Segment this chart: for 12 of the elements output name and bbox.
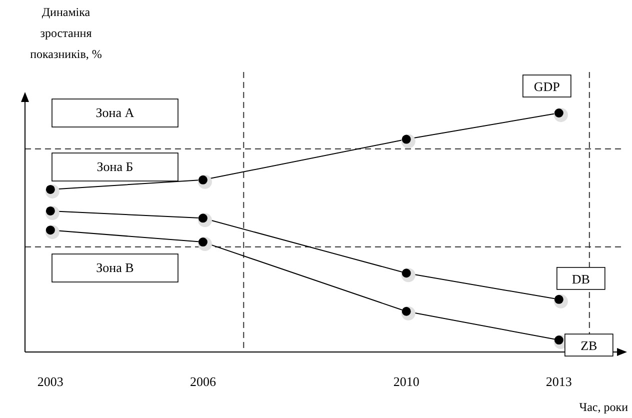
x-tick-label: 2006 <box>190 374 216 389</box>
x-tick-label: 2003 <box>37 374 64 389</box>
x-axis-title: Час, роки <box>579 400 629 414</box>
annotation: Зона В <box>96 260 134 275</box>
x-tick-label: 2010 <box>393 374 420 389</box>
series-label: GDP <box>534 79 560 94</box>
series-label: DB <box>572 271 590 286</box>
annotation: Зона А <box>96 105 135 120</box>
x-tick-label: 2013 <box>546 374 572 389</box>
y-axis-title: Динаміка зростання показників, % <box>30 5 102 61</box>
series-label: ZB <box>580 338 598 354</box>
annotation: Зона Б <box>96 159 134 174</box>
